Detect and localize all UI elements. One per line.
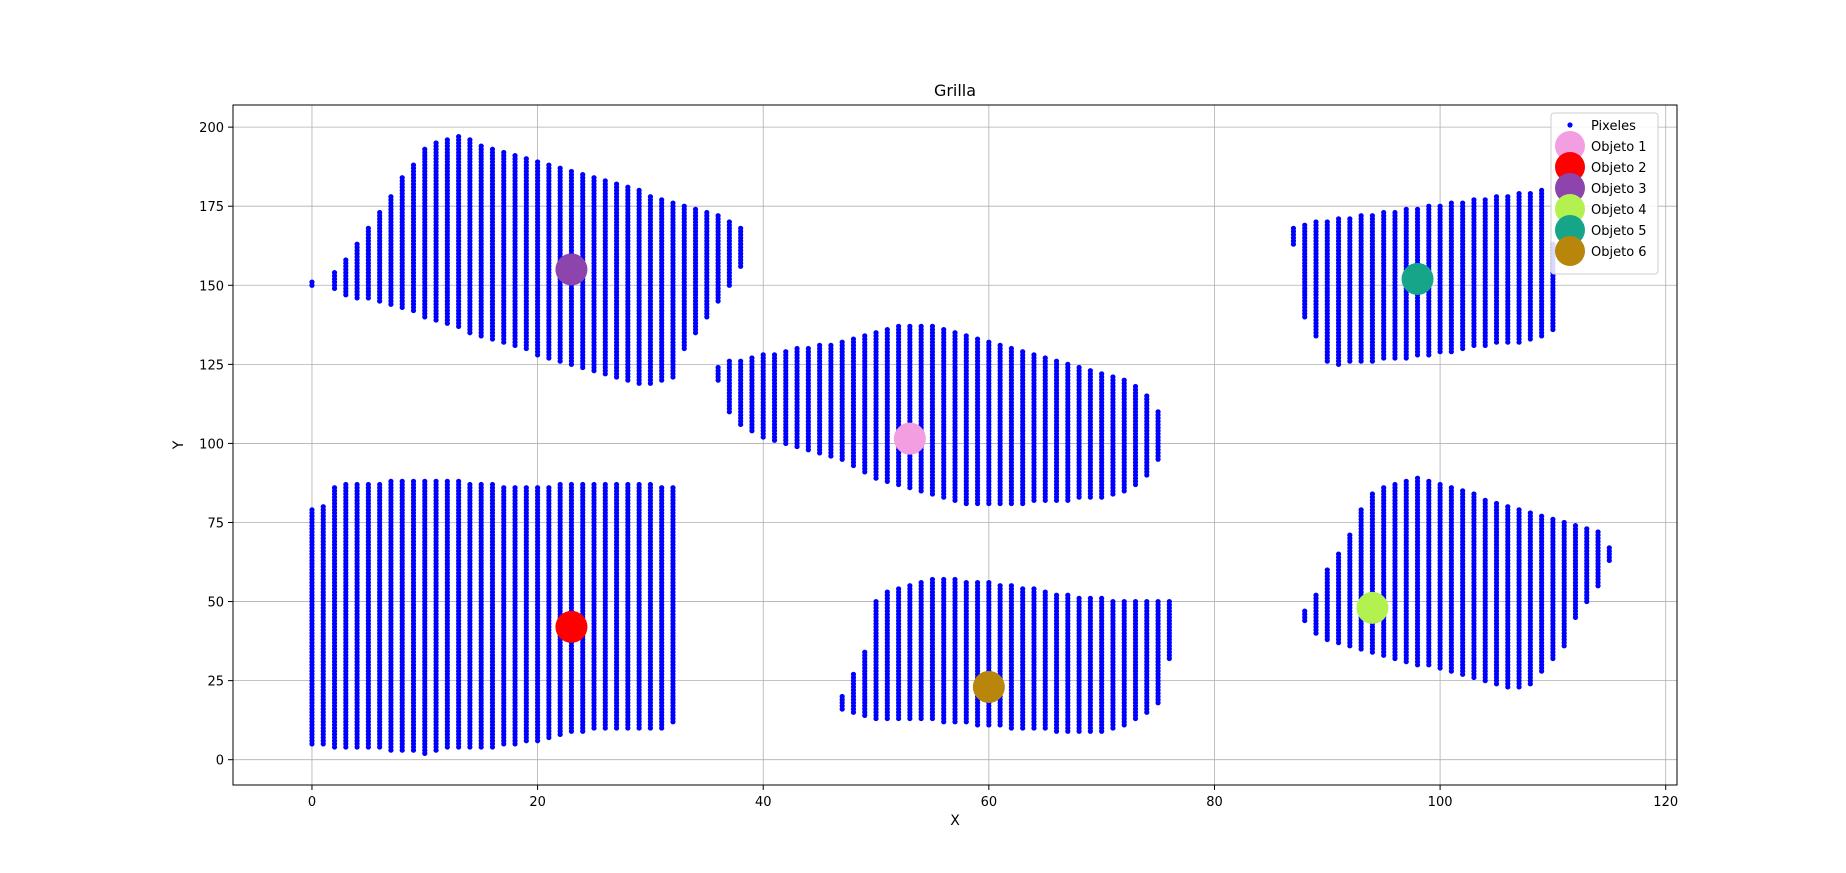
pixel-point: [467, 481, 473, 488]
pixel-point: [591, 481, 597, 488]
pixel-point: [433, 140, 439, 146]
pixel-point: [343, 481, 349, 488]
pixel-point: [320, 504, 326, 510]
pixel-point: [613, 481, 620, 488]
pixel-point: [399, 175, 405, 181]
pixel-point: [501, 485, 507, 491]
pixel-point: [534, 159, 541, 165]
pixel-point: [828, 342, 834, 348]
pixel-point: [738, 358, 744, 364]
pixel-point: [478, 481, 484, 488]
pixel-point: [377, 209, 383, 216]
pixel-point: [636, 187, 642, 193]
pixel-point: [749, 355, 755, 361]
pixel-point: [580, 171, 586, 178]
pixel-point: [591, 175, 597, 181]
pixel-point: [726, 358, 732, 364]
pixel-point: [839, 339, 845, 345]
pixel-point: [422, 146, 428, 152]
pixel-point: [692, 206, 699, 212]
pixel-point: [456, 478, 462, 484]
pixel-point: [659, 197, 665, 203]
pixel-point: [647, 481, 654, 488]
pixel-point: [613, 181, 620, 187]
chart-title: Grilla: [934, 81, 976, 100]
pixel-point: [670, 485, 676, 491]
pixel-point: [681, 203, 687, 209]
pixel-point: [760, 352, 766, 358]
pixel-point: [602, 481, 608, 488]
pixel-point: [331, 485, 338, 491]
pixel-point: [388, 478, 394, 484]
pixel-point: [478, 143, 484, 149]
pixel-point: [862, 333, 868, 339]
pixel-point: [444, 137, 450, 143]
pixel-points: [309, 134, 1612, 756]
pixel-point: [546, 162, 552, 168]
pixel-point: [343, 257, 349, 263]
pixel-point: [568, 168, 575, 175]
pixel-point: [738, 225, 744, 231]
pixel-point: [365, 481, 371, 488]
pixel-point: [625, 481, 631, 488]
pixel-point: [580, 481, 586, 488]
pixel-point: [636, 481, 642, 488]
pixel-point: [456, 134, 462, 140]
pixel-point: [309, 279, 315, 285]
pixel-point: [410, 162, 417, 168]
pixel-point: [354, 241, 360, 247]
pixel-point: [715, 364, 721, 371]
pixel-point: [568, 481, 575, 488]
pixel-point: [512, 153, 518, 159]
pixel-point: [805, 345, 811, 352]
pixel-point: [817, 342, 823, 348]
pixel-point: [557, 165, 563, 171]
pixel-point: [377, 481, 383, 488]
pixel-point: [647, 194, 654, 200]
pixel-point: [512, 485, 518, 491]
pixel-point: [489, 146, 496, 152]
pixel-point: [354, 481, 360, 488]
pixel-point: [726, 219, 732, 225]
pixel-point: [602, 178, 608, 184]
pixel-point: [399, 478, 405, 484]
pixel-point: [489, 481, 496, 488]
pixel-point: [659, 485, 665, 491]
pixel-point: [523, 485, 529, 491]
pixel-point: [365, 225, 371, 231]
pixel-point: [331, 270, 338, 276]
pixel-point: [467, 137, 473, 143]
pixel-point: [715, 213, 721, 219]
pixel-point: [850, 336, 857, 342]
pixel-point: [557, 481, 563, 488]
pixel-point: [704, 209, 710, 216]
pixel-point: [444, 478, 450, 484]
pixel-point: [625, 184, 631, 190]
pixel-point: [388, 194, 394, 200]
pixel-point: [433, 478, 439, 484]
pixel-point: [873, 330, 879, 336]
pixel-point: [534, 485, 541, 491]
pixel-point: [783, 349, 789, 355]
pixel-point: [546, 485, 552, 491]
pixel-point: [422, 478, 428, 484]
pixel-point: [771, 352, 778, 358]
pixel-point: [523, 156, 529, 162]
pixel-point: [309, 507, 315, 513]
pixel-point: [794, 345, 800, 352]
pixel-point: [670, 200, 676, 206]
pixel-point: [410, 478, 417, 484]
pixel-point: [501, 149, 507, 156]
